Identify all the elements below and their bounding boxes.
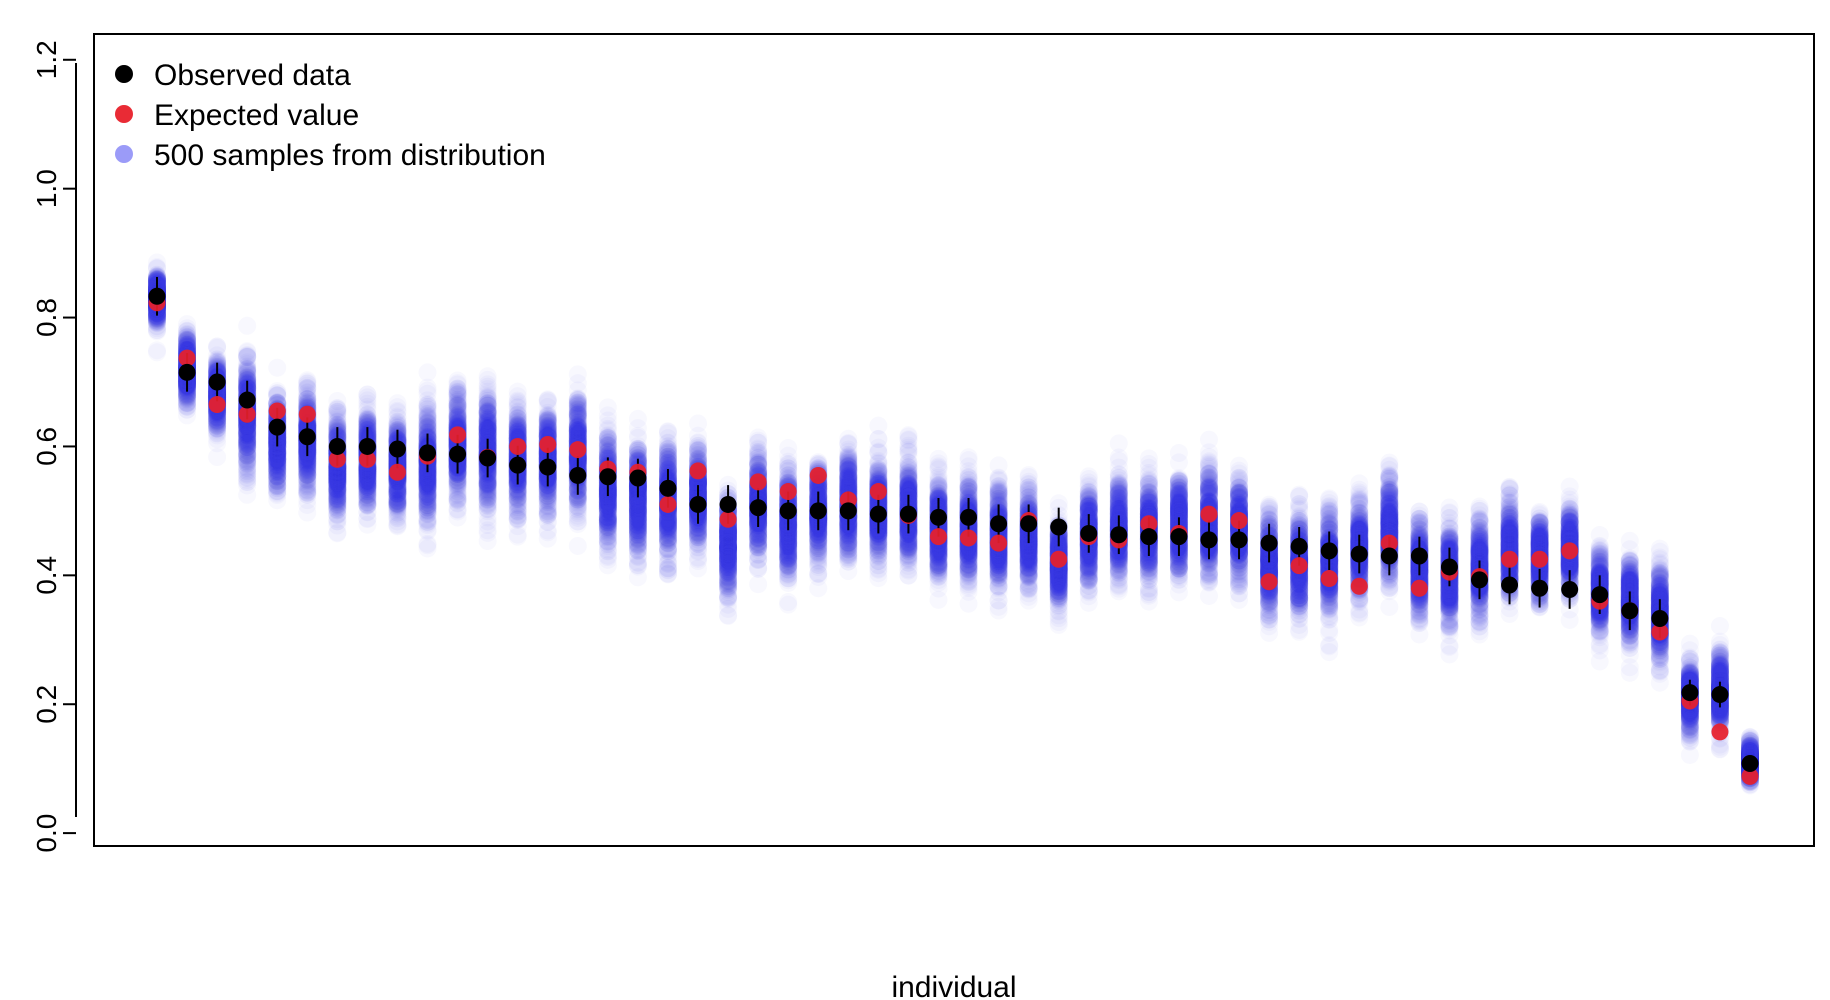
samples-layer bbox=[148, 253, 1759, 794]
sample-point bbox=[328, 400, 346, 418]
sample-point bbox=[388, 398, 406, 416]
sample-point bbox=[238, 466, 256, 484]
sample-point bbox=[238, 448, 256, 466]
sample-point bbox=[358, 482, 376, 500]
sample-point bbox=[238, 426, 256, 444]
sample-point bbox=[328, 512, 346, 530]
sample-point bbox=[298, 455, 316, 473]
y-axis: 0.0 0.2 0.4 0.6 0.8 1.0 1.2 bbox=[31, 40, 76, 853]
y-tick-label-3: 0.6 bbox=[31, 427, 62, 466]
y-tick-label-5: 1.0 bbox=[31, 169, 62, 208]
y-tick-label-0: 0.0 bbox=[31, 814, 62, 853]
sample-point bbox=[328, 489, 346, 507]
y-tick-label-6: 1.2 bbox=[31, 40, 62, 79]
sample-point bbox=[419, 379, 437, 397]
sample-point bbox=[358, 516, 376, 534]
sample-point bbox=[238, 317, 256, 335]
plot-frame bbox=[93, 33, 1815, 847]
sample-point bbox=[298, 480, 316, 498]
sample-point bbox=[208, 420, 226, 438]
sample-point bbox=[268, 359, 286, 377]
sample-point bbox=[298, 371, 316, 389]
sample-point bbox=[148, 317, 166, 335]
y-tick-label-1: 0.2 bbox=[31, 685, 62, 724]
sample-point bbox=[419, 535, 437, 553]
sample-point bbox=[148, 343, 166, 361]
sample-point bbox=[388, 492, 406, 510]
sample-point bbox=[358, 406, 376, 424]
y-tick-label-4: 0.8 bbox=[31, 298, 62, 337]
y-tick-label-2: 0.4 bbox=[31, 556, 62, 595]
sample-point bbox=[268, 387, 286, 405]
